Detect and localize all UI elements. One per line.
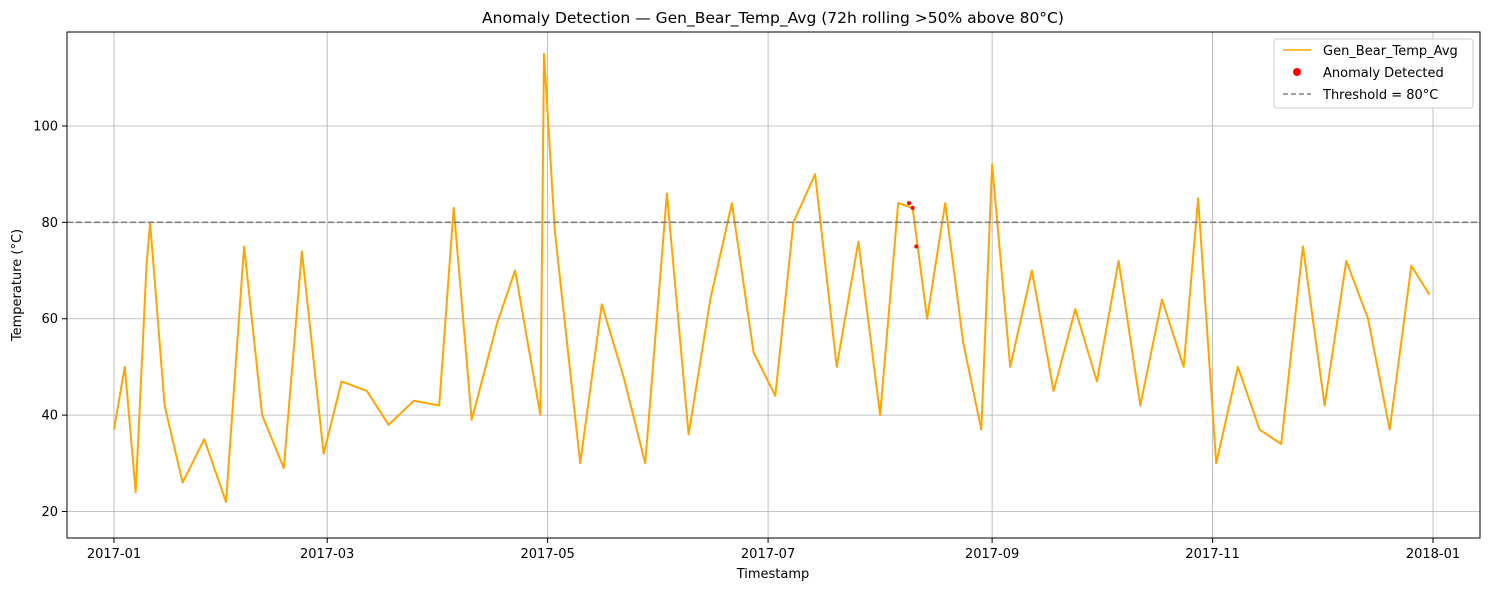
x-tick-label: 2017-01 [87,547,141,562]
y-tick-label: 100 [33,119,58,134]
y-axis-ticks: 20 40 60 80 100 [33,119,67,520]
legend: Gen_Bear_Temp_Avg Anomaly Detected Thres… [1273,38,1474,109]
legend-label-series: Gen_Bear_Temp_Avg [1323,44,1458,59]
anomaly-point [914,244,919,249]
x-axis-title: Timestamp [736,567,810,582]
legend-label-anomaly: Anomaly Detected [1323,66,1444,81]
legend-marker-swatch [1293,68,1301,76]
chart-title: Anomaly Detection — Gen_Bear_Temp_Avg (7… [482,9,1064,28]
temperature-series-line [113,52,1431,503]
y-tick-label: 20 [41,505,58,520]
x-tick-label: 2017-07 [741,547,795,562]
legend-box [1273,38,1474,109]
y-tick-label: 80 [41,216,58,231]
x-tick-label: 2017-05 [520,547,574,562]
x-axis-ticks: 2017-01 2017-03 2017-05 2017-07 2017-09 2017-… [87,538,1460,562]
x-tick-label: 2017-03 [300,547,354,562]
y-tick-label: 60 [41,312,58,327]
y-axis-title: Temperature (°C) [10,229,25,342]
legend-label-threshold: Threshold = 80°C [1322,88,1438,103]
plot-frame [66,31,1481,539]
anomaly-point [910,205,915,210]
x-tick-label: 2018-01 [1406,547,1460,562]
anomaly-point [907,201,912,206]
x-tick-label: 2017-09 [965,547,1019,562]
x-tick-label: 2017-11 [1185,547,1239,562]
y-tick-label: 40 [41,409,58,424]
series-layer [67,52,1480,503]
